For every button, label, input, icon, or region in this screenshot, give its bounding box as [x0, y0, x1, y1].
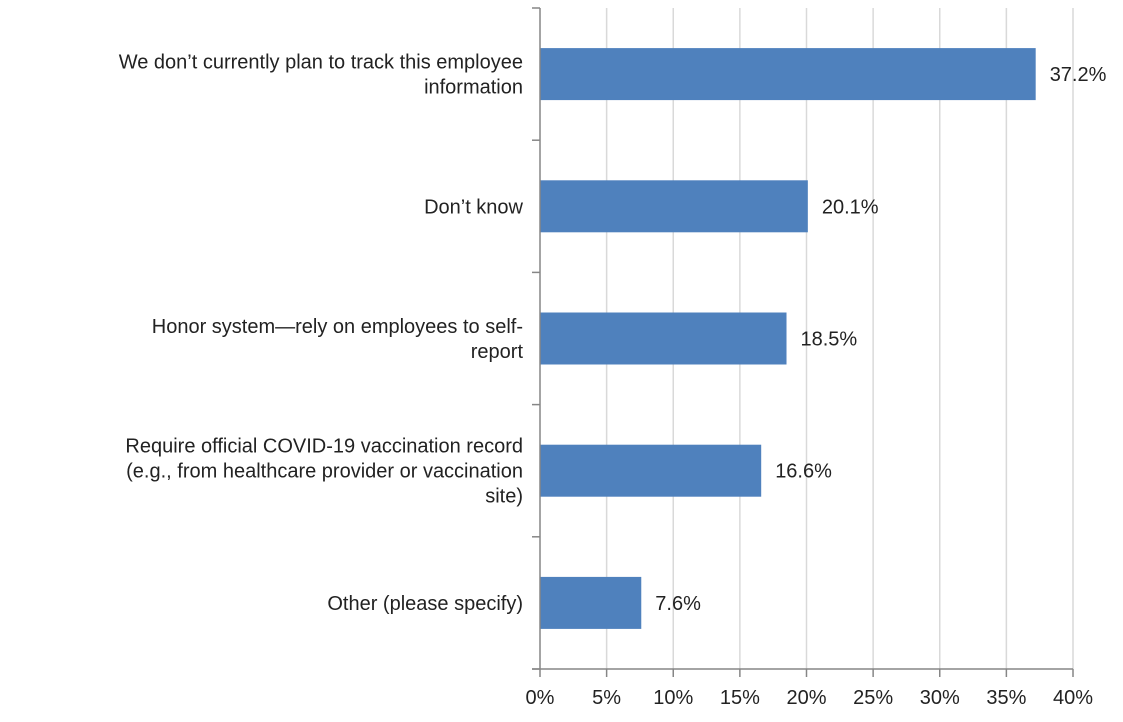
x-tick-label: 30% — [920, 687, 960, 709]
data-label: 20.1% — [822, 196, 879, 218]
x-tick-label: 35% — [986, 687, 1026, 709]
data-label: 18.5% — [801, 329, 858, 351]
category-label: Other (please specify) — [327, 593, 523, 615]
data-label: 16.6% — [775, 461, 832, 483]
bar-4 — [540, 576, 642, 629]
x-tick-label: 20% — [786, 687, 826, 709]
x-tick-label: 40% — [1053, 687, 1093, 709]
category-label: We don’t currently plan to track this em… — [119, 52, 523, 99]
category-label: Require official COVID-19 vaccination re… — [125, 436, 523, 508]
bar-1 — [540, 180, 808, 233]
bar-2 — [540, 312, 787, 365]
bar-0 — [540, 48, 1036, 101]
x-tick-label: 10% — [653, 687, 693, 709]
category-label: Don’t know — [424, 196, 523, 218]
x-tick-label: 5% — [592, 687, 621, 709]
x-tick-label: 15% — [720, 687, 760, 709]
bar-3 — [540, 444, 762, 497]
data-label: 7.6% — [655, 593, 701, 615]
x-tick-label: 0% — [526, 687, 555, 709]
data-label: 37.2% — [1050, 64, 1107, 86]
category-label: Honor system—rely on employees to self-r… — [152, 316, 524, 363]
x-tick-label: 25% — [853, 687, 893, 709]
